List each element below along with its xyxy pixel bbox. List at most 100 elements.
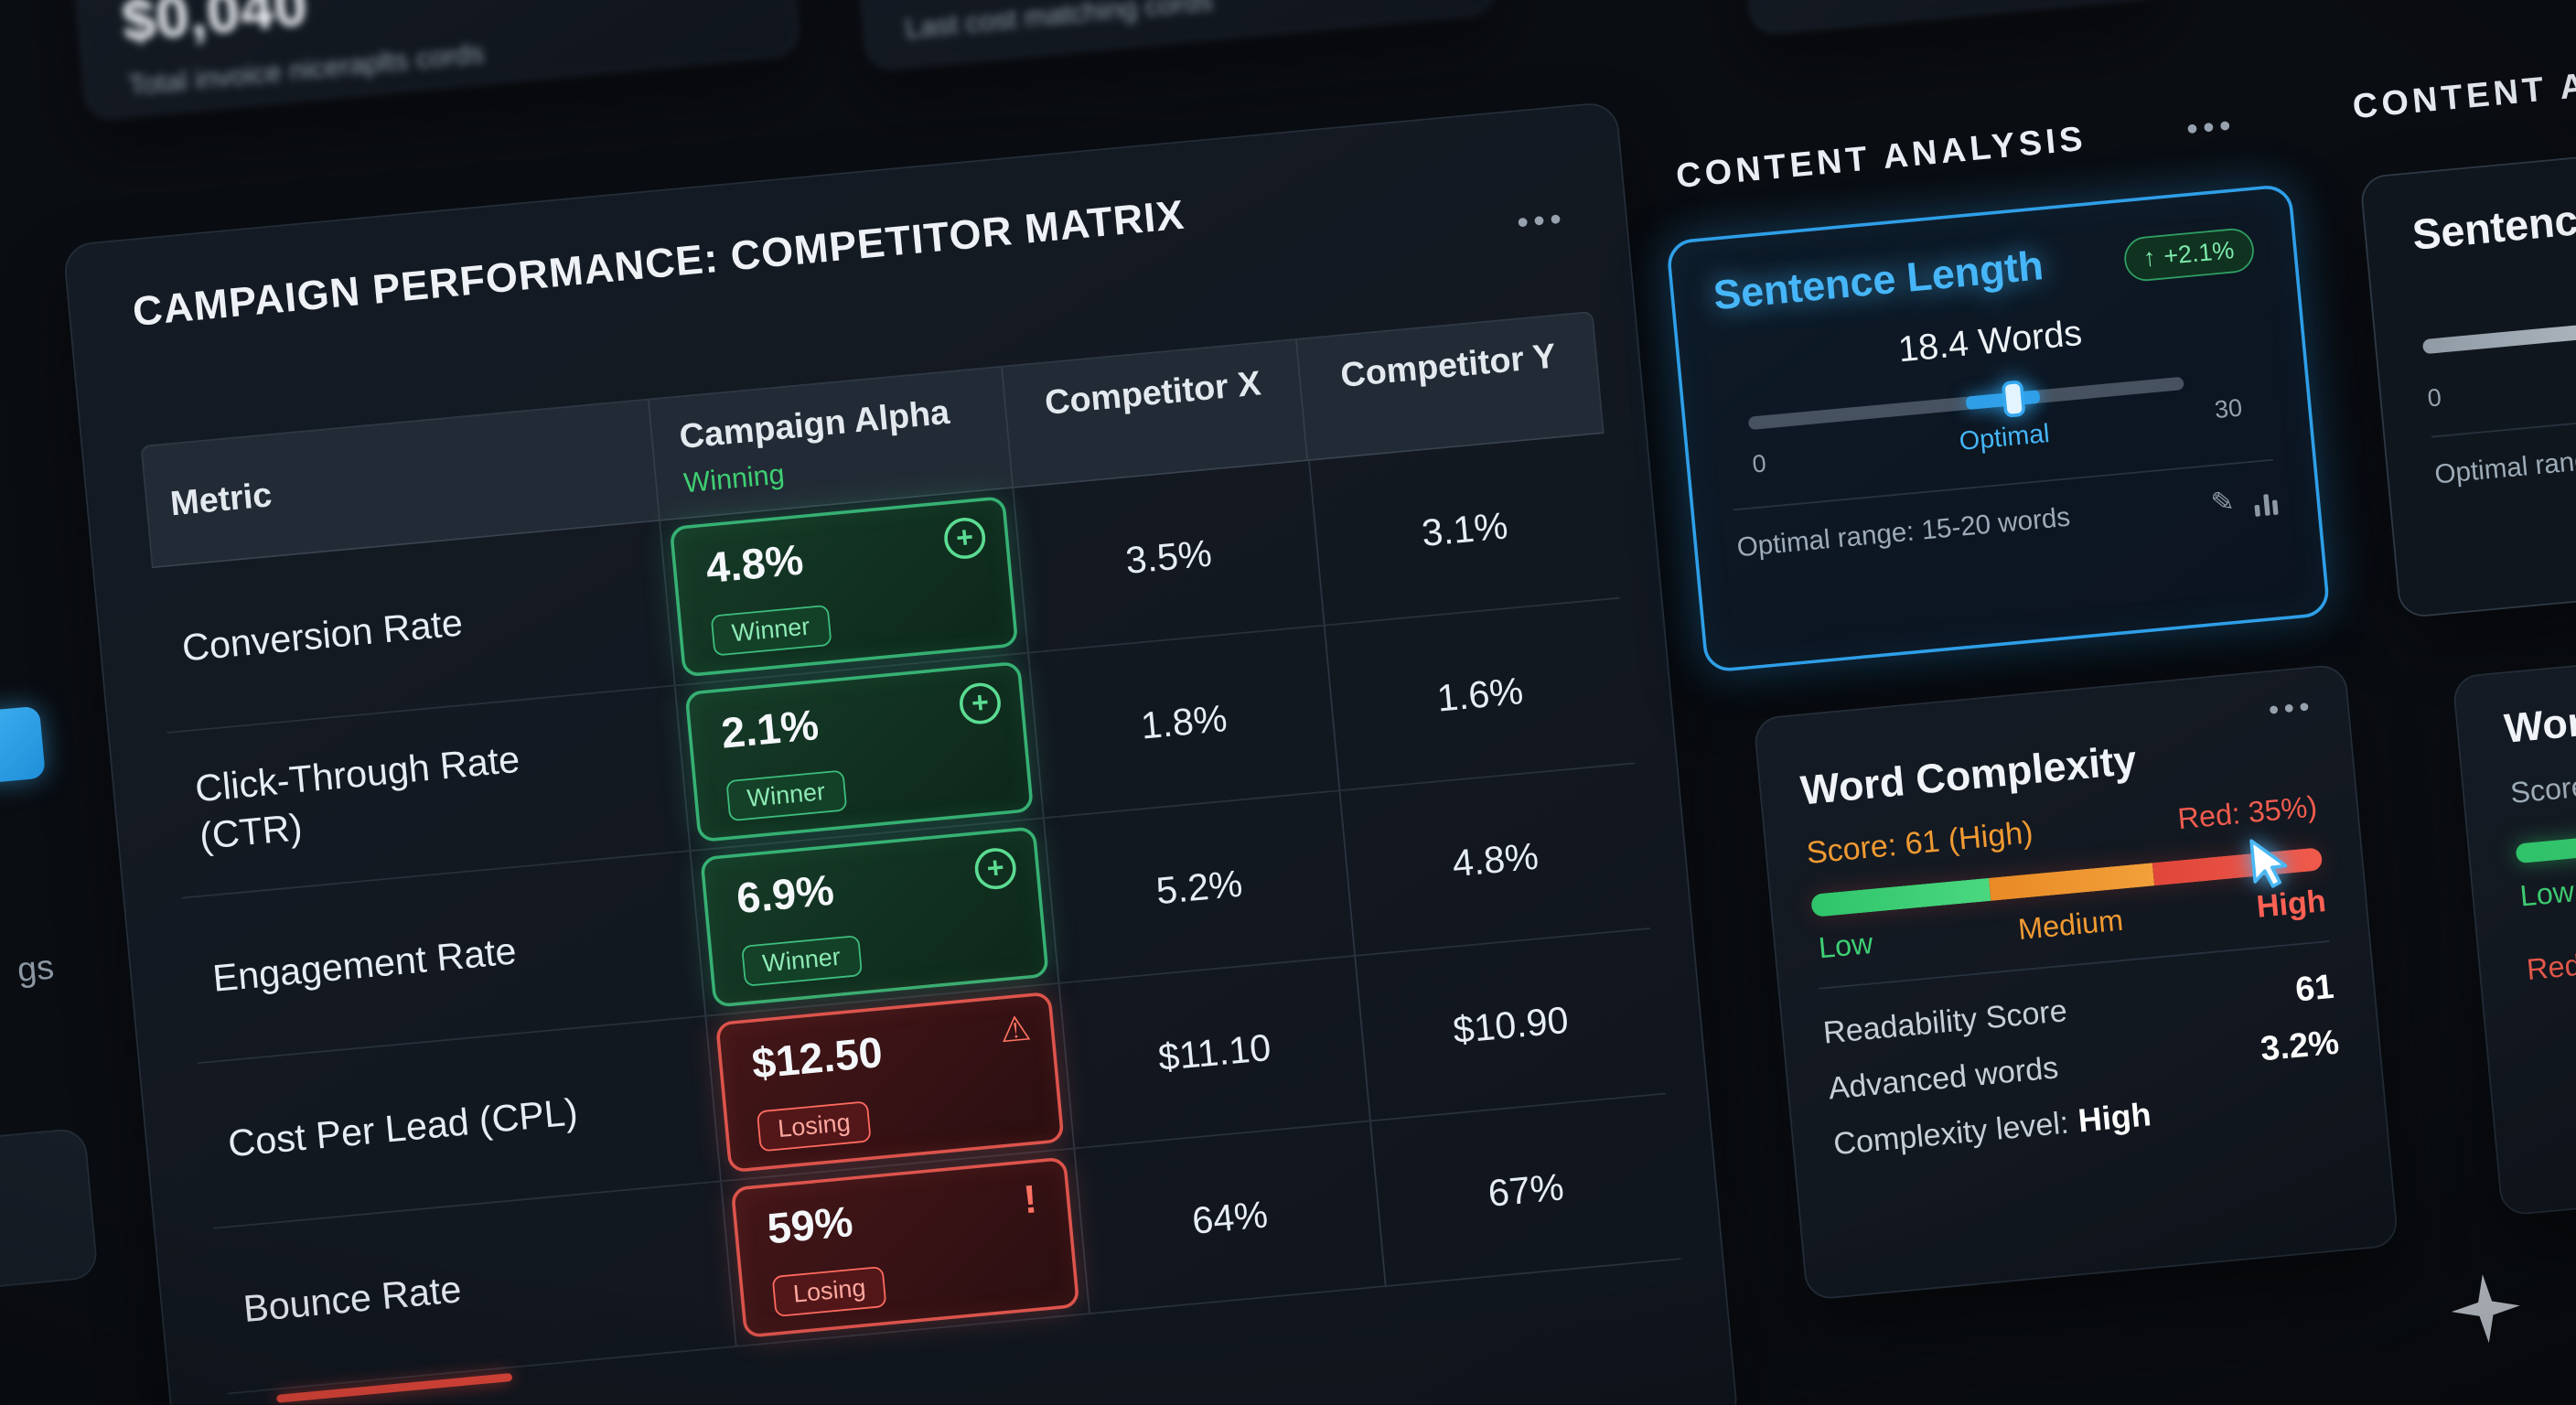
- alpha-value: 2.1%: [719, 699, 821, 758]
- campaign-alpha-cell: 2.1% + Winner: [673, 653, 1043, 851]
- competitor-y-cell: 4.8%: [1338, 764, 1650, 956]
- sentence-length-title: Sentence Length: [2410, 178, 2576, 260]
- metric-label: Engagement Rate: [210, 928, 519, 1000]
- scale-max-label: 30: [2213, 394, 2244, 425]
- stat-value: 61: [2293, 968, 2336, 1010]
- losing-badge: Losing: [771, 1265, 887, 1317]
- low-segment: [1810, 877, 1991, 917]
- warning-icon: ⚠: [998, 1010, 1033, 1051]
- optimal-range-note: Optimal range: 15-20 words: [1735, 501, 2072, 563]
- competitor-matrix-card: CAMPAIGN PERFORMANCE: COMPETITOR MATRIX …: [62, 101, 1740, 1405]
- alpha-value-box[interactable]: 4.8% + Winner: [669, 496, 1019, 678]
- sentence-length-footer: Optimal range: 15-20 words ✎: [1735, 482, 2279, 565]
- competitor-y-cell: 67%: [1369, 1094, 1681, 1286]
- competitor-y-value: 3.1%: [1420, 502, 1510, 554]
- red-percentage-label: Red: 35%: [2525, 941, 2576, 987]
- top-right-card-fragment: [1740, 0, 2162, 36]
- complexity-level-label: Complexity level:: [1831, 1106, 2071, 1164]
- metric-header-label: Metric: [168, 476, 274, 523]
- scale-min-label: 0: [1751, 449, 1768, 479]
- competitor-x-header-label: Competitor X: [1043, 364, 1263, 423]
- high-label: High: [2255, 885, 2328, 926]
- alpha-value: 59%: [765, 1196, 855, 1254]
- competitor-x-cell: 5.2%: [1042, 791, 1355, 983]
- alpha-value: 6.9%: [734, 864, 836, 924]
- competitor-y-cell: 3.1%: [1308, 433, 1620, 625]
- alpha-value-box[interactable]: 6.9% + Winner: [700, 826, 1049, 1008]
- optimal-range-note: Optimal range: 15-20 words: [2433, 430, 2576, 490]
- complexity-level-value: High: [2077, 1097, 2153, 1141]
- competitor-y-value: $10.90: [1451, 997, 1571, 1051]
- metric-label: Click-Through Rate (CTR): [193, 737, 521, 858]
- winner-badge: Winner: [710, 604, 832, 657]
- competitor-y-value: 67%: [1486, 1164, 1566, 1214]
- delta-badge: ↑ +2.1%: [2121, 226, 2256, 284]
- sentence-length-slider: Optimal 0 30: [1747, 359, 2249, 494]
- competitor-x-value: 1.8%: [1139, 695, 1229, 746]
- alpha-value-box[interactable]: 2.1% + Winner: [684, 660, 1035, 843]
- slider-handle[interactable]: [2002, 380, 2027, 418]
- chart-bars-icon[interactable]: [2253, 490, 2279, 517]
- plus-icon[interactable]: +: [958, 681, 1003, 726]
- content-analysis-title: CONTENT ANALYSIS: [1674, 120, 2088, 197]
- alpha-value-box[interactable]: $12.50 ⚠ Losing: [714, 991, 1065, 1174]
- invoice-summary-card: $0,040 Total invoice niceraplts cords: [64, 0, 800, 121]
- plus-icon[interactable]: +: [972, 846, 1018, 892]
- competitor-x-cell: 3.5%: [1012, 461, 1324, 652]
- stat-value: 3.2%: [2259, 1024, 2341, 1069]
- word-complexity-title: Word Complexity: [2502, 675, 2576, 753]
- losing-badge: Losing: [756, 1100, 873, 1153]
- metric-label: Cost Per Lead (CPL): [226, 1089, 580, 1164]
- word-complexity-menu-button[interactable]: •••: [2267, 689, 2316, 727]
- high-segment: [2152, 847, 2324, 886]
- sidebar-blue-icon[interactable]: [0, 705, 47, 785]
- competitor-y-cell: 1.6%: [1323, 598, 1636, 790]
- competitor-x-value: 64%: [1190, 1191, 1270, 1241]
- footer-icons: ✎: [2209, 482, 2279, 520]
- sentence-length-slider: [2421, 281, 2576, 365]
- slider-track[interactable]: [2421, 290, 2576, 355]
- word-complexity-card-right[interactable]: Word Complexity Score: 61 (High) Low Red…: [2452, 616, 2576, 1217]
- medium-segment: [1989, 863, 2155, 901]
- red-percentage-label: Red: 35%): [2176, 789, 2319, 836]
- alpha-value-box[interactable]: 59% ! Losing: [730, 1156, 1080, 1338]
- matrix-title: CAMPAIGN PERFORMANCE: COMPETITOR MATRIX: [131, 192, 1187, 336]
- competitor-x-cell: $11.10: [1057, 956, 1369, 1148]
- competitor-x-cell: 64%: [1073, 1121, 1385, 1314]
- exclamation-icon: !: [1021, 1177, 1039, 1224]
- edit-icon[interactable]: ✎: [2209, 486, 2237, 520]
- competitor-matrix-table: Metric Campaign Alpha Winning Competitor…: [140, 310, 1681, 1395]
- campaign-alpha-cell: $12.50 ⚠ Losing: [704, 983, 1074, 1181]
- optimal-marker-label: Optimal: [1958, 420, 2051, 457]
- word-complexity-card[interactable]: ••• Word Complexity Score: 61 (High) Red…: [1753, 663, 2399, 1301]
- winner-badge: Winner: [741, 935, 863, 987]
- campaign-alpha-cell: 6.9% + Winner: [689, 819, 1058, 1015]
- sidebar-text-fragment: gs: [16, 949, 56, 991]
- competitor-y-header-label: Competitor Y: [1338, 338, 1558, 395]
- alpha-value: 4.8%: [703, 534, 806, 593]
- competitor-x-value: $11.10: [1156, 1024, 1273, 1078]
- competitor-x-value: 3.5%: [1123, 530, 1214, 582]
- competitor-x-value: 5.2%: [1154, 861, 1244, 912]
- winner-badge: Winner: [725, 769, 847, 822]
- stat-label: Advanced words: [1827, 1051, 2060, 1108]
- delta-value: +2.1%: [2163, 236, 2236, 272]
- metric-label: Conversion Rate: [179, 600, 465, 669]
- low-segment-bar: [2515, 818, 2576, 864]
- sentence-length-card-right[interactable]: Sentence Length 0 Optimal range: 15-20 w…: [2359, 116, 2576, 619]
- sentence-length-card[interactable]: Sentence Length ↑ +2.1% 18.4 Words Optim…: [1665, 183, 2331, 674]
- low-label: Low: [1817, 927, 1874, 965]
- metric-label: Bounce Rate: [241, 1266, 464, 1330]
- competitor-y-value: 1.6%: [1434, 668, 1525, 719]
- matrix-menu-button[interactable]: •••: [1515, 201, 1569, 242]
- content-analysis-menu-button[interactable]: •••: [2184, 107, 2238, 149]
- word-complexity-stats: Readability Score 61 Advanced words 3.2%…: [1820, 952, 2346, 1164]
- plus-icon[interactable]: +: [942, 516, 988, 561]
- score-label: Score: 61 (High): [1805, 816, 2035, 872]
- sidebar-card-fragment[interactable]: [0, 1127, 99, 1290]
- matching-summary-card: Last cost matching cords: [847, 0, 1497, 71]
- campaign-alpha-cell: 4.8% + Winner: [659, 488, 1028, 685]
- slider-track[interactable]: Optimal: [1747, 376, 2184, 456]
